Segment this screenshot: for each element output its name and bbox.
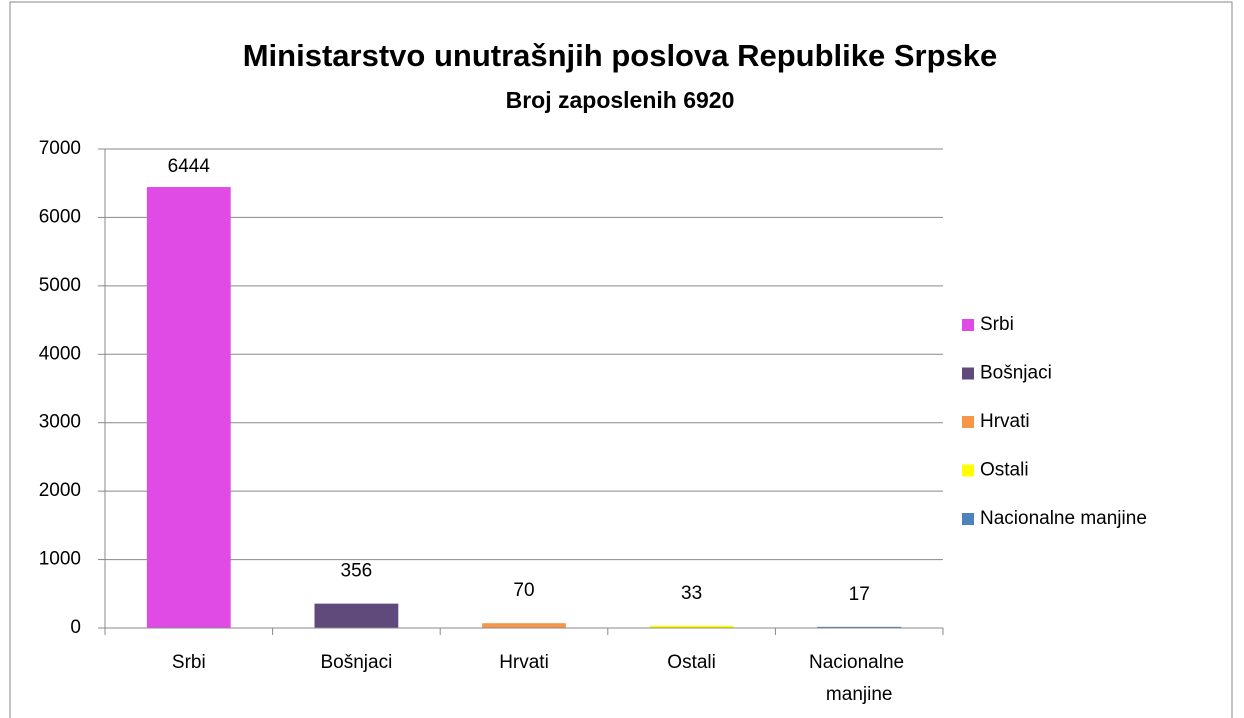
y-tick-label: 6000 [39, 206, 81, 227]
data-label: 6444 [168, 156, 211, 177]
bar [146, 187, 231, 629]
legend-swatch [962, 416, 974, 428]
y-tick-label: 3000 [39, 412, 81, 433]
data-label: 33 [681, 583, 702, 604]
x-tick-label: Hrvati [499, 652, 549, 673]
y-tick-label: 0 [70, 617, 81, 638]
y-tick-label: 7000 [39, 138, 81, 159]
bar [314, 603, 399, 628]
legend-swatch [962, 367, 974, 380]
bar [482, 623, 566, 628]
x-tick-label: Bošnjaci [320, 652, 392, 673]
x-tick-label: Ostali [667, 652, 716, 673]
legend-label: Srbi [980, 314, 1014, 335]
y-tick-label: 5000 [39, 275, 81, 296]
legend-swatch [962, 319, 974, 331]
y-tick-label: 1000 [39, 549, 81, 570]
y-tick-label: 2000 [39, 480, 81, 501]
data-label: 356 [341, 561, 373, 582]
bar [817, 626, 902, 628]
legend-label: Nacionalne manjine [980, 508, 1147, 529]
legend-swatch [962, 464, 974, 477]
x-tick-label: Srbi [172, 652, 206, 673]
bar [649, 625, 734, 628]
data-label: 17 [849, 584, 870, 605]
legend-label: Hrvati [980, 411, 1030, 432]
legend-swatch [962, 513, 974, 525]
data-label: 70 [513, 580, 534, 601]
y-tick-label: 4000 [39, 343, 81, 364]
chart-title: Ministarstvo unutrašnjih poslova Republi… [243, 38, 998, 73]
x-tick-label: Nacionalne manjine [809, 652, 909, 705]
legend-label: Bošnjaci [980, 363, 1052, 384]
legend-label: Ostali [980, 460, 1029, 481]
chart-subtitle: Broj zaposlenih 6920 [506, 87, 735, 113]
